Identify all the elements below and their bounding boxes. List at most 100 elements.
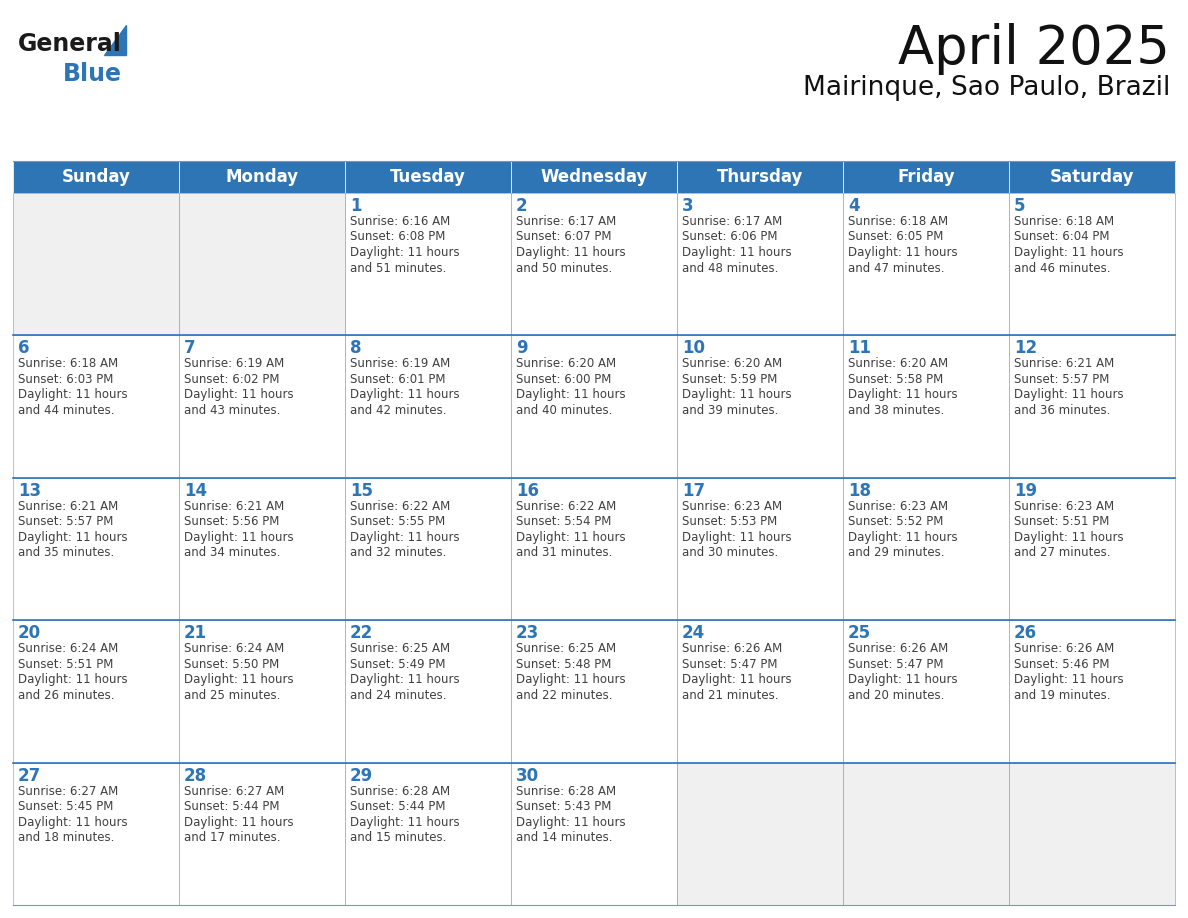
Bar bbox=[13, 621, 179, 763]
Text: 14: 14 bbox=[184, 482, 207, 499]
Bar bbox=[677, 335, 843, 477]
Text: 1: 1 bbox=[350, 197, 361, 215]
Bar bbox=[345, 335, 511, 477]
Text: Sunset: 5:59 PM: Sunset: 5:59 PM bbox=[682, 373, 777, 386]
Text: Sunset: 6:04 PM: Sunset: 6:04 PM bbox=[1015, 230, 1110, 243]
Text: and 20 minutes.: and 20 minutes. bbox=[848, 688, 944, 701]
Text: Sunset: 6:02 PM: Sunset: 6:02 PM bbox=[184, 373, 279, 386]
Bar bbox=[843, 477, 1009, 621]
Text: Sunset: 5:52 PM: Sunset: 5:52 PM bbox=[848, 515, 943, 528]
Text: Daylight: 11 hours: Daylight: 11 hours bbox=[18, 673, 127, 686]
Text: Sunrise: 6:28 AM: Sunrise: 6:28 AM bbox=[516, 785, 617, 798]
Text: and 34 minutes.: and 34 minutes. bbox=[184, 546, 280, 559]
Bar bbox=[179, 335, 345, 477]
Bar bbox=[179, 477, 345, 621]
Text: Daylight: 11 hours: Daylight: 11 hours bbox=[682, 388, 791, 401]
Text: Sunrise: 6:21 AM: Sunrise: 6:21 AM bbox=[1015, 357, 1114, 370]
Text: Daylight: 11 hours: Daylight: 11 hours bbox=[516, 815, 626, 829]
Text: 13: 13 bbox=[18, 482, 42, 499]
Text: Daylight: 11 hours: Daylight: 11 hours bbox=[516, 531, 626, 543]
Text: and 39 minutes.: and 39 minutes. bbox=[682, 404, 778, 417]
Text: Sunrise: 6:23 AM: Sunrise: 6:23 AM bbox=[848, 499, 948, 513]
Text: Daylight: 11 hours: Daylight: 11 hours bbox=[516, 673, 626, 686]
Text: Sunset: 5:44 PM: Sunset: 5:44 PM bbox=[350, 800, 446, 813]
Text: Thursday: Thursday bbox=[716, 168, 803, 186]
Text: Sunrise: 6:17 AM: Sunrise: 6:17 AM bbox=[682, 215, 782, 228]
Text: Sunrise: 6:17 AM: Sunrise: 6:17 AM bbox=[516, 215, 617, 228]
Text: Sunset: 6:01 PM: Sunset: 6:01 PM bbox=[350, 373, 446, 386]
Text: 16: 16 bbox=[516, 482, 539, 499]
Text: Sunrise: 6:22 AM: Sunrise: 6:22 AM bbox=[516, 499, 617, 513]
Text: Sunrise: 6:22 AM: Sunrise: 6:22 AM bbox=[350, 499, 450, 513]
Text: Sunrise: 6:18 AM: Sunrise: 6:18 AM bbox=[18, 357, 118, 370]
Text: Daylight: 11 hours: Daylight: 11 hours bbox=[18, 815, 127, 829]
Text: Sunset: 5:43 PM: Sunset: 5:43 PM bbox=[516, 800, 612, 813]
Text: Daylight: 11 hours: Daylight: 11 hours bbox=[848, 246, 958, 259]
Text: Sunrise: 6:24 AM: Sunrise: 6:24 AM bbox=[184, 643, 284, 655]
Text: and 47 minutes.: and 47 minutes. bbox=[848, 262, 944, 274]
Bar bbox=[13, 161, 179, 193]
Text: 17: 17 bbox=[682, 482, 706, 499]
Bar bbox=[13, 335, 179, 477]
Bar bbox=[1009, 621, 1175, 763]
Text: Friday: Friday bbox=[897, 168, 955, 186]
Text: and 27 minutes.: and 27 minutes. bbox=[1015, 546, 1111, 559]
Text: Sunrise: 6:20 AM: Sunrise: 6:20 AM bbox=[516, 357, 617, 370]
Polygon shape bbox=[105, 25, 126, 55]
Bar bbox=[13, 763, 179, 905]
Text: Sunset: 5:53 PM: Sunset: 5:53 PM bbox=[682, 515, 777, 528]
Text: Tuesday: Tuesday bbox=[390, 168, 466, 186]
Text: and 29 minutes.: and 29 minutes. bbox=[848, 546, 944, 559]
Text: Sunset: 5:57 PM: Sunset: 5:57 PM bbox=[18, 515, 113, 528]
Text: Sunrise: 6:24 AM: Sunrise: 6:24 AM bbox=[18, 643, 119, 655]
Text: and 26 minutes.: and 26 minutes. bbox=[18, 688, 114, 701]
Text: and 42 minutes.: and 42 minutes. bbox=[350, 404, 447, 417]
Text: Sunset: 5:54 PM: Sunset: 5:54 PM bbox=[516, 515, 612, 528]
Bar bbox=[511, 763, 677, 905]
Text: 24: 24 bbox=[682, 624, 706, 643]
Text: Daylight: 11 hours: Daylight: 11 hours bbox=[1015, 673, 1124, 686]
Text: 20: 20 bbox=[18, 624, 42, 643]
Text: 19: 19 bbox=[1015, 482, 1037, 499]
Text: Daylight: 11 hours: Daylight: 11 hours bbox=[682, 246, 791, 259]
Text: Sunrise: 6:19 AM: Sunrise: 6:19 AM bbox=[350, 357, 450, 370]
Text: Daylight: 11 hours: Daylight: 11 hours bbox=[682, 531, 791, 543]
Text: Sunset: 5:46 PM: Sunset: 5:46 PM bbox=[1015, 657, 1110, 671]
Text: Sunset: 5:49 PM: Sunset: 5:49 PM bbox=[350, 657, 446, 671]
Bar bbox=[1009, 193, 1175, 335]
Text: Sunset: 5:57 PM: Sunset: 5:57 PM bbox=[1015, 373, 1110, 386]
Text: Sunrise: 6:26 AM: Sunrise: 6:26 AM bbox=[1015, 643, 1114, 655]
Text: Daylight: 11 hours: Daylight: 11 hours bbox=[848, 388, 958, 401]
Text: Daylight: 11 hours: Daylight: 11 hours bbox=[18, 388, 127, 401]
Text: and 44 minutes.: and 44 minutes. bbox=[18, 404, 114, 417]
Text: Daylight: 11 hours: Daylight: 11 hours bbox=[1015, 531, 1124, 543]
Text: Sunrise: 6:26 AM: Sunrise: 6:26 AM bbox=[682, 643, 782, 655]
Text: Monday: Monday bbox=[226, 168, 298, 186]
Bar bbox=[13, 193, 179, 335]
Text: 12: 12 bbox=[1015, 340, 1037, 357]
Bar bbox=[677, 763, 843, 905]
Text: and 32 minutes.: and 32 minutes. bbox=[350, 546, 447, 559]
Bar bbox=[677, 161, 843, 193]
Text: and 40 minutes.: and 40 minutes. bbox=[516, 404, 612, 417]
Text: Sunset: 5:55 PM: Sunset: 5:55 PM bbox=[350, 515, 446, 528]
Bar bbox=[843, 621, 1009, 763]
Text: Daylight: 11 hours: Daylight: 11 hours bbox=[1015, 388, 1124, 401]
Text: 8: 8 bbox=[350, 340, 361, 357]
Text: Sunset: 5:56 PM: Sunset: 5:56 PM bbox=[184, 515, 279, 528]
Bar bbox=[345, 193, 511, 335]
Text: 2: 2 bbox=[516, 197, 527, 215]
Text: Daylight: 11 hours: Daylight: 11 hours bbox=[848, 531, 958, 543]
Text: Sunrise: 6:23 AM: Sunrise: 6:23 AM bbox=[682, 499, 782, 513]
Text: Daylight: 11 hours: Daylight: 11 hours bbox=[350, 673, 460, 686]
Text: Daylight: 11 hours: Daylight: 11 hours bbox=[350, 815, 460, 829]
Text: 7: 7 bbox=[184, 340, 196, 357]
Text: April 2025: April 2025 bbox=[898, 23, 1170, 75]
Bar bbox=[179, 621, 345, 763]
Text: and 51 minutes.: and 51 minutes. bbox=[350, 262, 447, 274]
Text: Sunset: 6:05 PM: Sunset: 6:05 PM bbox=[848, 230, 943, 243]
Text: Sunrise: 6:23 AM: Sunrise: 6:23 AM bbox=[1015, 499, 1114, 513]
Bar bbox=[677, 193, 843, 335]
Bar bbox=[511, 477, 677, 621]
Text: Sunset: 5:48 PM: Sunset: 5:48 PM bbox=[516, 657, 612, 671]
